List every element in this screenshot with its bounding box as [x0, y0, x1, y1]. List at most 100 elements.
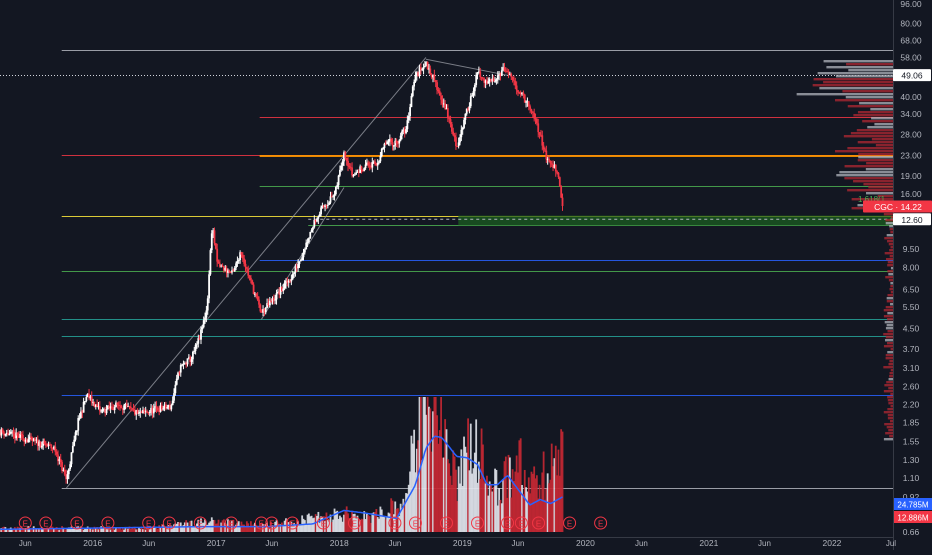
- earnings-marker-icon[interactable]: [254, 516, 268, 530]
- earnings-marker-icon[interactable]: [142, 516, 156, 530]
- earnings-marker-icon[interactable]: [70, 516, 84, 530]
- candle-body: [177, 372, 179, 379]
- candle-body: [274, 299, 277, 301]
- volume-profile-bar: [868, 186, 893, 189]
- volume-bar: [471, 473, 474, 532]
- candle-body: [503, 67, 506, 71]
- volume-bar: [433, 397, 436, 532]
- candle-body: [49, 444, 51, 446]
- earnings-marker-icon[interactable]: [501, 516, 515, 530]
- volume-profile-bar: [890, 303, 893, 306]
- volume-bar: [339, 515, 341, 532]
- volume-bar: [303, 520, 306, 532]
- volume-bar: [298, 524, 301, 532]
- candle-body: [337, 175, 340, 186]
- candle-body: [34, 438, 36, 441]
- candle-body: [224, 267, 227, 271]
- candle-body: [542, 145, 545, 150]
- volume-bar: [119, 527, 121, 532]
- earnings-marker-icon[interactable]: [162, 516, 176, 530]
- price-axis-tick: 1.30: [903, 455, 920, 465]
- earnings-marker-icon[interactable]: [594, 516, 608, 530]
- candle-body: [312, 227, 314, 230]
- earnings-marker-icon[interactable]: [440, 516, 453, 530]
- volume-profile-bar: [883, 309, 893, 312]
- earnings-marker-icon[interactable]: [471, 516, 485, 530]
- candle-body: [349, 167, 352, 169]
- volume-profile-bar: [847, 147, 893, 150]
- candle-body: [289, 280, 291, 282]
- candle-body: [515, 85, 518, 91]
- volume-bar: [155, 527, 158, 532]
- volume-bar: [480, 428, 483, 532]
- volume-bar: [535, 475, 538, 532]
- candle-body: [353, 174, 356, 176]
- earnings-marker-icon[interactable]: [18, 516, 32, 530]
- volume-profile-bar: [857, 141, 893, 144]
- candle-body: [210, 233, 213, 251]
- volume-profile-bar: [890, 267, 893, 270]
- volume-profile-bar: [834, 99, 893, 102]
- candle-body: [491, 78, 494, 82]
- time-axis-tick: Jun: [512, 539, 525, 548]
- candle-body: [115, 402, 117, 408]
- volume-bar: [90, 529, 93, 532]
- volume-profile-bar: [866, 162, 893, 165]
- earnings-marker-icon[interactable]: [388, 516, 402, 530]
- earnings-marker-icon[interactable]: [563, 516, 577, 530]
- volume-bar: [371, 513, 374, 532]
- earnings-marker-icon[interactable]: [316, 516, 330, 530]
- candle-body: [473, 84, 476, 92]
- earnings-marker-icon[interactable]: [101, 516, 115, 530]
- volume-bar: [549, 479, 552, 532]
- earnings-marker-icon[interactable]: [224, 516, 238, 530]
- volume-profile-bar: [885, 222, 893, 225]
- earnings-marker-icon[interactable]: [408, 516, 422, 530]
- earnings-marker-icon[interactable]: [193, 516, 207, 530]
- earnings-marker-icon[interactable]: [347, 516, 361, 530]
- volume-bar: [104, 527, 107, 532]
- volume-bar: [499, 499, 502, 532]
- volume-label-box: [894, 511, 932, 523]
- volume-bar: [34, 528, 36, 532]
- candle-body: [5, 432, 8, 435]
- time-axis-tick: Jun: [142, 539, 155, 548]
- earnings-marker-icon[interactable]: [39, 516, 53, 530]
- volume-bar: [496, 505, 499, 532]
- volume-profile-bar: [883, 438, 893, 441]
- volume-bar: [494, 468, 496, 532]
- earnings-marker-icon[interactable]: [532, 516, 546, 530]
- candle-body: [548, 158, 550, 161]
- volume-bar: [370, 522, 372, 532]
- volume-bar: [386, 517, 389, 532]
- volume-bar: [78, 527, 81, 532]
- candle-body: [119, 405, 121, 407]
- earnings-marker-label: E: [259, 520, 264, 529]
- candle-body: [74, 432, 77, 440]
- volume-profile-bar: [884, 384, 893, 387]
- earnings-marker-icon[interactable]: [514, 516, 528, 530]
- candle-body: [194, 344, 197, 351]
- volume-bar: [313, 517, 316, 532]
- candle-body: [387, 141, 390, 143]
- earnings-marker-icon[interactable]: [265, 516, 279, 530]
- volume-bar: [472, 468, 475, 532]
- volume-bar: [403, 502, 406, 532]
- candle-body: [98, 406, 101, 412]
- candle-body: [360, 166, 363, 170]
- volume-bar: [67, 527, 70, 532]
- candle-body: [179, 365, 182, 373]
- trendline: [66, 57, 427, 489]
- earnings-marker-icon[interactable]: [285, 516, 299, 530]
- volume-profile-bar: [847, 189, 893, 192]
- volume-bar: [23, 529, 26, 532]
- candle-body: [384, 143, 387, 145]
- volume-bar: [268, 527, 271, 532]
- candle-body: [12, 431, 15, 434]
- candle-body: [480, 76, 483, 78]
- volume-bar: [224, 522, 227, 532]
- volume-bar: [282, 524, 285, 532]
- volume-profile-bar: [870, 108, 893, 111]
- price-axis-tick: 1.10: [903, 473, 920, 483]
